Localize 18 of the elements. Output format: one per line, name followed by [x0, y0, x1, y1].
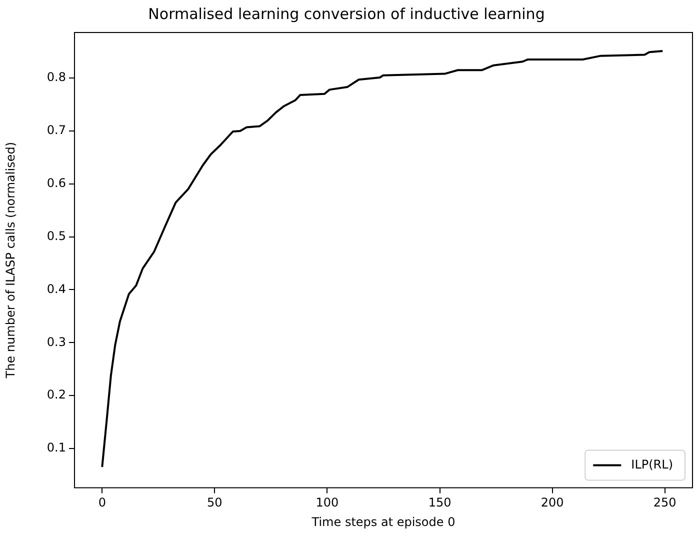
x-tick-label: 100: [316, 496, 339, 510]
y-tick-label: 0.2: [46, 388, 66, 402]
x-tick-label: 50: [207, 496, 222, 510]
legend-label: ILP(RL): [631, 457, 674, 472]
y-axis-title: The number of ILASP calls (normalised): [3, 142, 18, 380]
x-tick-label: 0: [98, 496, 106, 510]
y-tick-label: 0.5: [46, 228, 66, 243]
x-axis-title: Time steps at episode 0: [310, 514, 456, 529]
chart-title: Normalised learning conversion of inductive learning: [148, 4, 545, 23]
y-tick-label: 0.4: [46, 282, 66, 296]
y-tick-label: 0.1: [46, 440, 66, 455]
y-tick-label: 0.6: [46, 176, 66, 190]
y-tick-label: 0.7: [46, 123, 66, 138]
x-tick-label: 150: [428, 496, 452, 510]
x-tick-label: 200: [540, 496, 564, 510]
y-tick-label: 0.3: [46, 334, 66, 349]
y-tick-label: 0.8: [46, 70, 66, 84]
x-tick-label: 250: [653, 496, 676, 510]
